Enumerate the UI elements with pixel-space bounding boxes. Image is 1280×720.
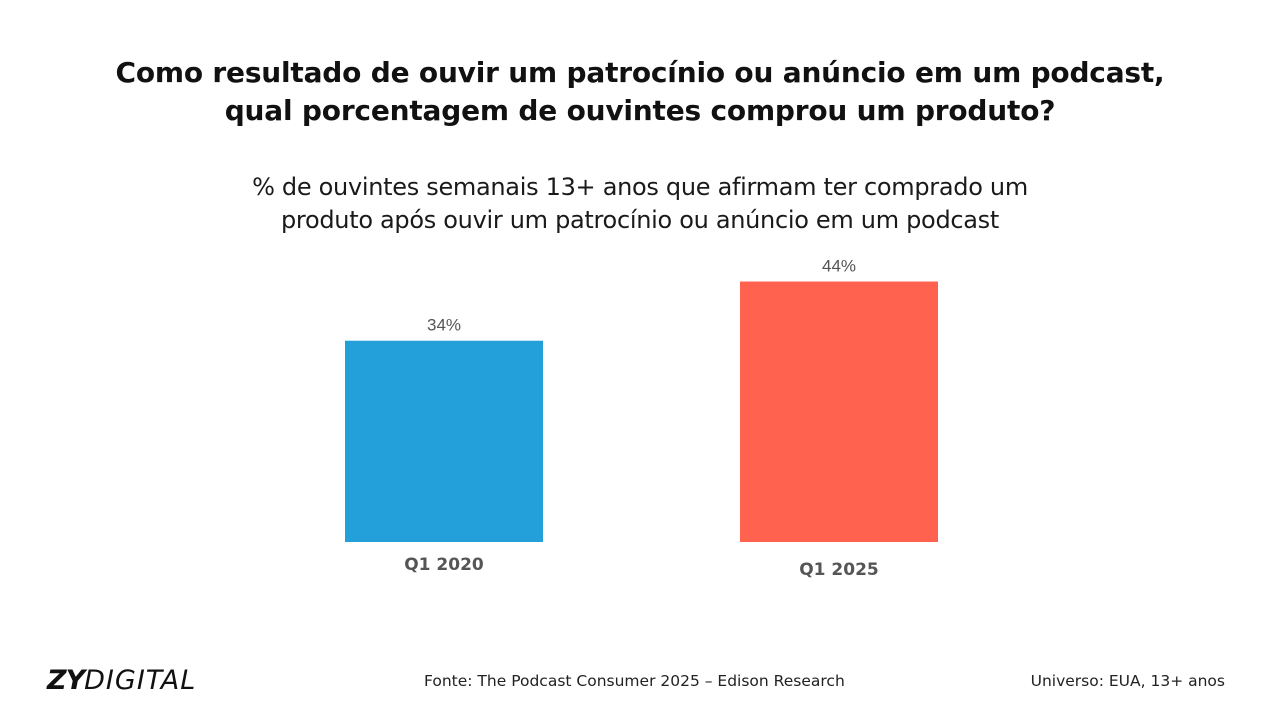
bar-q1-2020 <box>345 340 543 542</box>
chart-subtitle-line-2: produto após ouvir um patrocínio ou anún… <box>281 206 999 234</box>
chart-subtitle-line-1: % de ouvintes semanais 13+ anos que afir… <box>252 173 1028 201</box>
logo-light-text: DIGITAL <box>84 665 197 696</box>
chart-subtitle: % de ouvintes semanais 13+ anos que afir… <box>0 171 1280 237</box>
data-label: 34% <box>427 316 461 335</box>
source-note: Fonte: The Podcast Consumer 2025 – Ediso… <box>424 672 845 690</box>
universe-note: Universo: EUA, 13+ anos <box>1030 672 1225 690</box>
data-label: 44% <box>822 257 856 276</box>
logo-bold-text: ZY <box>47 665 85 696</box>
chart-title: Como resultado de ouvir um patrocínio ou… <box>0 54 1280 130</box>
category-label: Q1 2020 <box>404 555 484 575</box>
zydigital-logo: ZYDIGITAL <box>47 666 196 696</box>
bar-q1-2025 <box>740 281 938 542</box>
category-label: Q1 2025 <box>799 560 879 580</box>
chart-title-line-1: Como resultado de ouvir um patrocínio ou… <box>115 56 1165 89</box>
chart-title-line-2: qual porcentagem de ouvintes comprou um … <box>224 94 1056 127</box>
